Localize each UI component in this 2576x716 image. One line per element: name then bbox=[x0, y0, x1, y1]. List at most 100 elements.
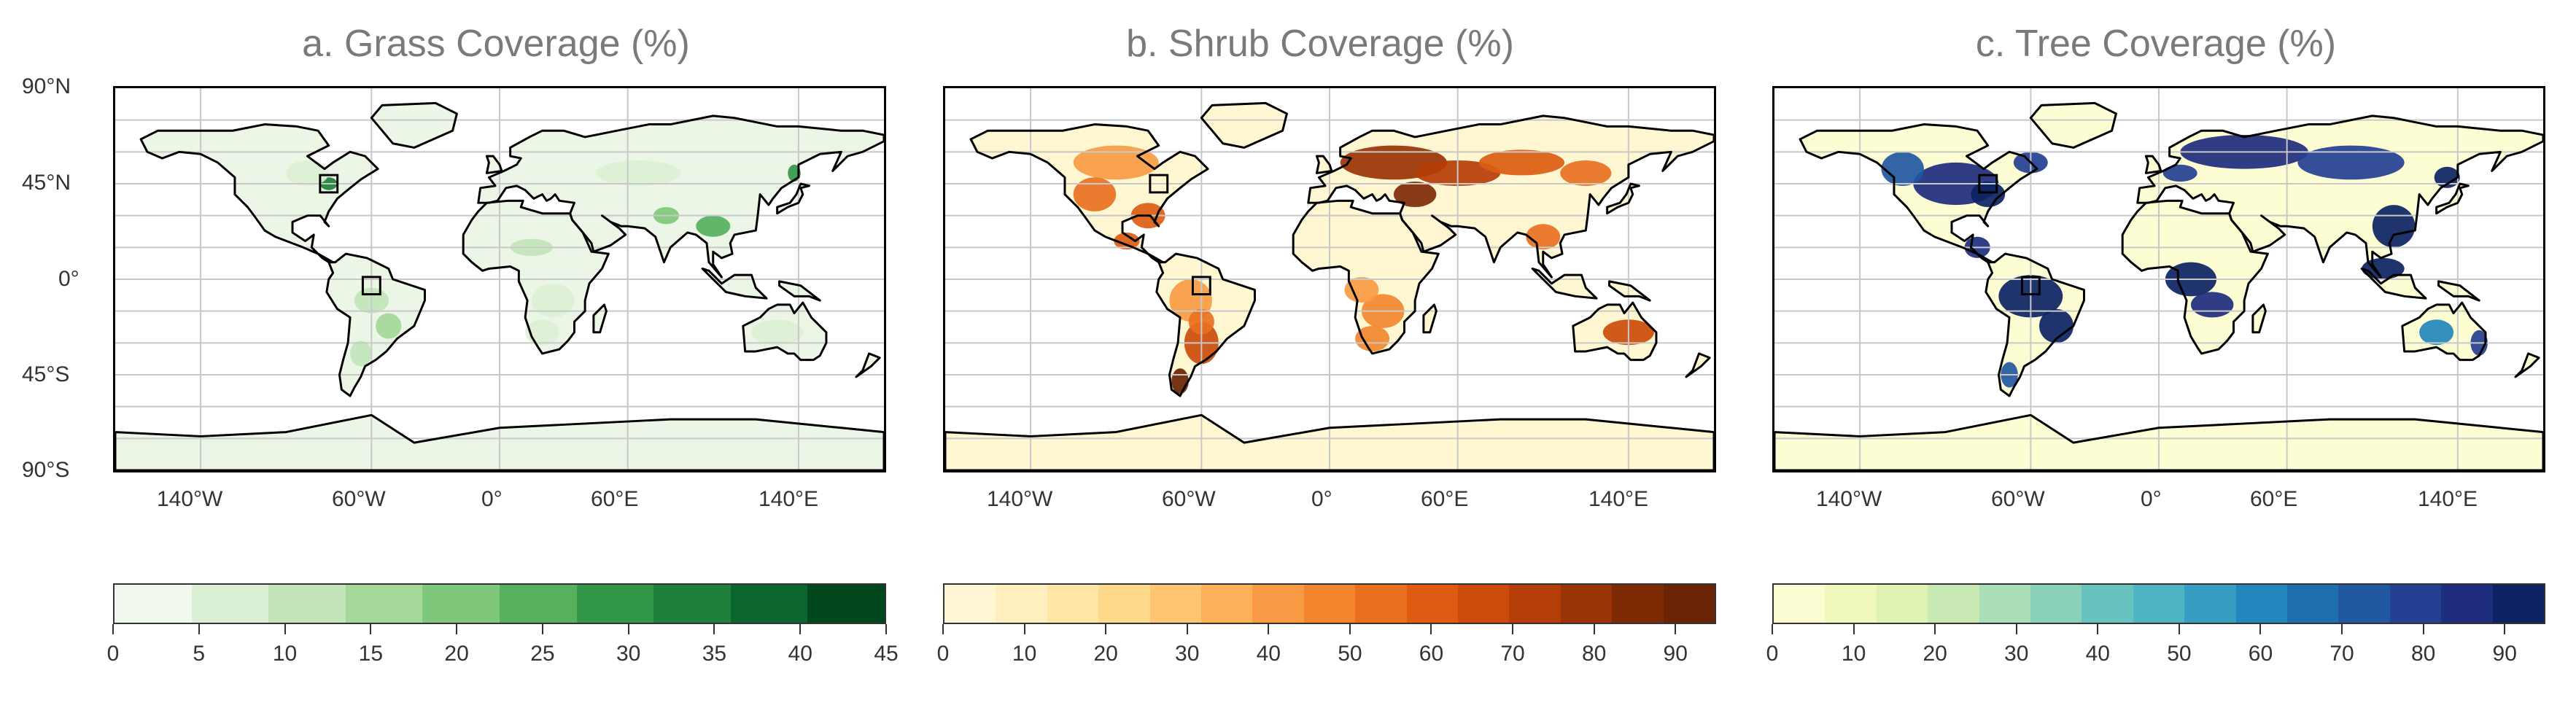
study-region-box bbox=[1191, 276, 1211, 296]
colorbar-swatch bbox=[1201, 585, 1253, 623]
coverage-patch bbox=[2190, 292, 2234, 318]
coastline-greenland bbox=[1200, 101, 1288, 149]
colorbar-tick-label: 10 bbox=[272, 642, 298, 666]
colorbar-swatch bbox=[2441, 585, 2493, 623]
coastline-madagascar bbox=[1422, 303, 1438, 334]
colorbar-tick-label: 40 bbox=[1256, 642, 1281, 666]
colorbar-tick-label: 90 bbox=[1663, 642, 1688, 666]
land-new-zealand bbox=[2515, 353, 2540, 377]
study-region-box bbox=[319, 174, 339, 194]
colorbar-swatch bbox=[191, 585, 269, 623]
colorbar-swatch bbox=[1098, 585, 1150, 623]
coverage-patch bbox=[2372, 205, 2416, 248]
colorbar-tick bbox=[885, 624, 887, 634]
colorbar-tick bbox=[627, 624, 629, 634]
colorbar-swatch bbox=[268, 585, 346, 623]
colorbar-tick bbox=[799, 624, 802, 634]
coverage-patch bbox=[1073, 177, 1117, 211]
world-map bbox=[945, 88, 1714, 470]
coastline-indonesia bbox=[2360, 267, 2427, 300]
land-new-zealand bbox=[856, 353, 880, 377]
colorbar-swatch bbox=[1560, 585, 1613, 623]
coverage-patch bbox=[2419, 319, 2454, 346]
colorbar-tick-label: 50 bbox=[1338, 642, 1362, 666]
colorbar-swatch bbox=[1774, 585, 1826, 623]
colorbar-swatch bbox=[2082, 585, 2133, 623]
colorbar-tick-label: 10 bbox=[1841, 642, 1866, 666]
land-uk bbox=[486, 156, 502, 174]
coastline-japan bbox=[1606, 182, 1640, 215]
colorbar-tick-label: 60 bbox=[2248, 642, 2273, 666]
colorbar-tick bbox=[2422, 624, 2424, 634]
coastline-uk bbox=[485, 155, 503, 174]
lat-label-45n: 45°N bbox=[22, 171, 71, 195]
colorbar-tick-label: 50 bbox=[2167, 642, 2192, 666]
colorbar-tick bbox=[2259, 624, 2262, 634]
world-map bbox=[1774, 88, 2543, 470]
colorbar-tick bbox=[284, 624, 286, 634]
colorbar-tick bbox=[541, 624, 543, 634]
colorbar-tick bbox=[942, 624, 944, 634]
lat-label-90n: 90°N bbox=[22, 74, 71, 98]
colorbar-tick-label: 20 bbox=[444, 642, 469, 666]
colorbar-swatch bbox=[115, 585, 192, 623]
colorbar-tick bbox=[370, 624, 372, 634]
land-uk bbox=[1316, 156, 1332, 174]
lon-label-140w: 140°W bbox=[157, 487, 223, 511]
coastline-new-guinea bbox=[1608, 280, 1651, 302]
colorbar-tick-label: 25 bbox=[530, 642, 555, 666]
colorbar-tick-label: 90 bbox=[2492, 642, 2517, 666]
coverage-patch bbox=[1478, 149, 1565, 176]
coverage-patch bbox=[1526, 224, 1561, 250]
colorbar-tick bbox=[1512, 624, 1514, 634]
world-map bbox=[115, 88, 884, 470]
colorbar bbox=[1772, 583, 2545, 624]
land-indonesia bbox=[2362, 268, 2426, 299]
colorbar-tick bbox=[1268, 624, 1270, 634]
coverage-patch bbox=[1344, 277, 1379, 303]
coverage-patch bbox=[1114, 232, 1140, 250]
coastline-new-zealand bbox=[855, 352, 881, 378]
coastline-madagascar bbox=[592, 303, 608, 334]
colorbar-swatch bbox=[1509, 585, 1561, 623]
coverage-patch bbox=[350, 341, 372, 367]
colorbar-tick-label: 70 bbox=[1500, 642, 1525, 666]
colorbar-tick bbox=[713, 624, 715, 634]
colorbar-tick-label: 40 bbox=[2085, 642, 2110, 666]
lon-label-60w: 60°W bbox=[332, 487, 386, 511]
colorbar-tick bbox=[2504, 624, 2506, 634]
colorbar-tick bbox=[112, 624, 114, 634]
colorbar-swatch bbox=[2287, 585, 2339, 623]
colorbar-swatch bbox=[1406, 585, 1459, 623]
coverage-patch bbox=[2434, 166, 2460, 188]
study-region-box bbox=[1149, 174, 1169, 194]
study-region-box bbox=[1978, 174, 1998, 194]
coverage-patch bbox=[2039, 308, 2073, 343]
land-uk bbox=[2146, 156, 2161, 174]
colorbar-tick bbox=[1023, 624, 1025, 634]
colorbar-tick bbox=[1675, 624, 1677, 634]
coastline-north-america bbox=[1799, 123, 2038, 264]
coverage-patch bbox=[595, 160, 681, 186]
colorbar-tick-label: 80 bbox=[2410, 642, 2436, 666]
land-greenland bbox=[1201, 103, 1287, 148]
coverage-patch bbox=[1073, 145, 1159, 180]
coastline-greenland bbox=[370, 101, 458, 149]
colorbar-swatch bbox=[2184, 585, 2236, 623]
colorbar-swatch bbox=[730, 585, 808, 623]
colorbar-swatch bbox=[422, 585, 500, 623]
colorbar-tick-label: 10 bbox=[1012, 642, 1037, 666]
land-greenland bbox=[371, 103, 457, 148]
colorbar-swatch bbox=[2492, 585, 2545, 623]
colorbar-swatch bbox=[1612, 585, 1664, 623]
lon-label-60e: 60°E bbox=[591, 487, 639, 511]
lon-label-140e: 140°E bbox=[759, 487, 819, 511]
coverage-patch bbox=[2162, 164, 2197, 182]
colorbar-tick-label: 20 bbox=[1093, 642, 1118, 666]
shrub-panel: b. Shrub Coverage (%) 140°W 60°W 0° 60°E… bbox=[904, 0, 1736, 716]
coastline-uk bbox=[2144, 155, 2162, 174]
coastline-new-zealand bbox=[1685, 352, 1711, 378]
colorbar-swatch bbox=[1303, 585, 1356, 623]
colorbar-swatch bbox=[1928, 585, 1979, 623]
coverage-patch bbox=[2297, 145, 2405, 180]
